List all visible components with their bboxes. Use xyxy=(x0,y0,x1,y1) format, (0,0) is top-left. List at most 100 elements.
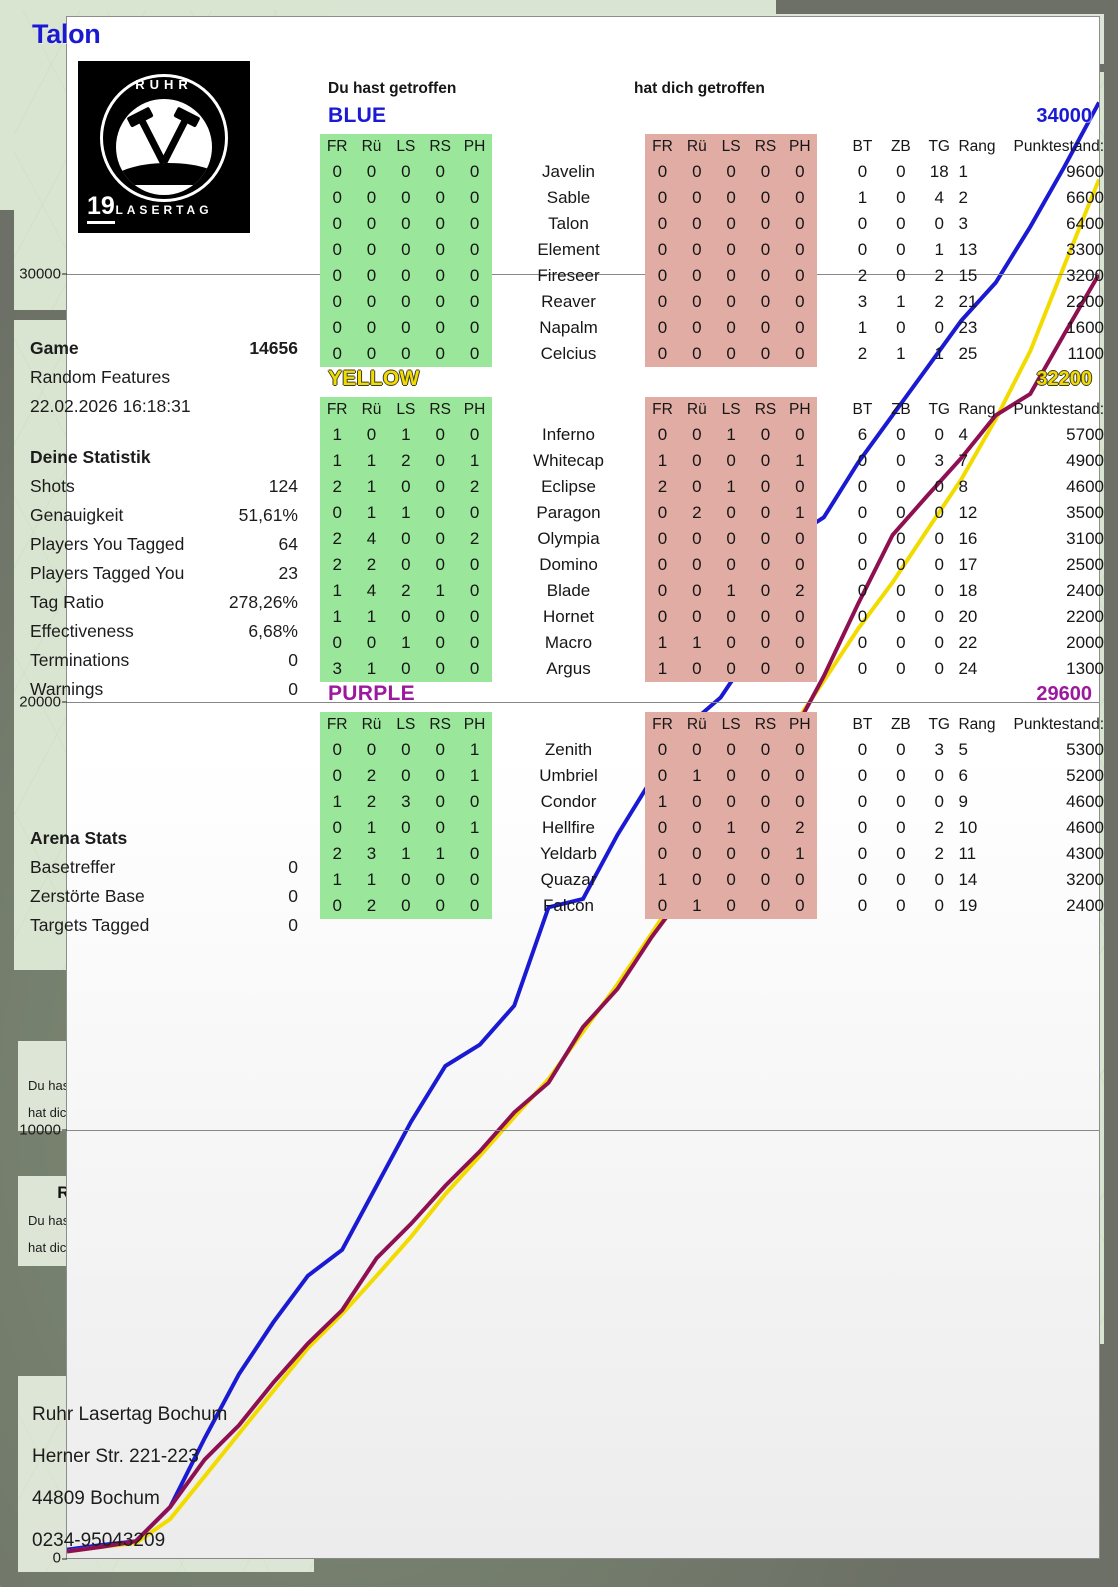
col-head-Rang: Rang xyxy=(958,400,996,418)
table-row[interactable]: 2 2 0 0 0 Domino 0 0 0 0 0 0 0 0 17 2500 xyxy=(320,552,1104,578)
cell-hit-you: 0 xyxy=(645,341,680,367)
cell-you-hit: 1 xyxy=(354,500,389,526)
cell-hit-you: 0 xyxy=(748,578,783,604)
cell-hit-you: 0 xyxy=(782,263,817,289)
cell-player-name: Olympia xyxy=(537,529,600,548)
cell-rg: 16 xyxy=(958,529,978,548)
cell-you-hit: 0 xyxy=(388,159,424,185)
cell-hit-you: 0 xyxy=(645,526,680,552)
table-row[interactable]: 0 0 0 0 1 Zenith 0 0 0 0 0 0 0 3 5 5300 xyxy=(320,737,1104,763)
cell-gap xyxy=(817,893,843,919)
cell-you-hit: 0 xyxy=(457,237,492,263)
cell-you-hit: 0 xyxy=(457,789,492,815)
cell-hit-you: 1 xyxy=(679,630,714,656)
chart-plot-area: 0 10000 20000 30000 xyxy=(19,16,1100,1567)
cell-you-hit: 0 xyxy=(388,763,424,789)
table-row[interactable]: 0 1 1 0 0 Paragon 0 2 0 0 1 0 0 0 12 3500 xyxy=(320,500,1104,526)
col-head-you-LS: LS xyxy=(388,712,424,737)
cell-rg: 24 xyxy=(958,659,978,678)
table-row[interactable]: 3 1 0 0 0 Argus 1 0 0 0 0 0 0 0 24 1300 xyxy=(320,656,1104,682)
cell-gap xyxy=(817,578,843,604)
cell-tg: 0 xyxy=(934,766,944,785)
col-head-TG: TG xyxy=(928,715,950,733)
cell-hit-you: 0 xyxy=(748,552,783,578)
col-head-you-FR: FR xyxy=(320,712,355,737)
cell-bt: 1 xyxy=(857,188,868,207)
table-row[interactable]: 0 0 0 0 0 Fireseer 0 0 0 0 0 2 0 2 15 3200 xyxy=(320,263,1104,289)
cell-gap xyxy=(817,159,843,185)
col-gap xyxy=(817,712,843,737)
cell-score: 2200 xyxy=(1066,607,1104,626)
cell-hit-you: 1 xyxy=(679,893,714,919)
scoreboard-panel: RUHR LASERTAG Der Pott lebt und strahlt … xyxy=(320,72,1104,1344)
cell-rg: 20 xyxy=(958,607,978,626)
cell-you-hit: 0 xyxy=(457,841,492,867)
cell-hit-you: 0 xyxy=(748,893,783,919)
arena-title-label: Arena Stats xyxy=(30,828,128,848)
col-head-them-PH: PH xyxy=(782,134,817,159)
cell-hit-you: 0 xyxy=(782,474,817,500)
table-row[interactable]: 0 0 0 0 0 Sable 0 0 0 0 0 1 0 4 2 6600 xyxy=(320,185,1104,211)
col-head-them-FR: FR xyxy=(645,712,680,737)
cell-bt: 0 xyxy=(857,529,868,548)
cell-you-hit: 0 xyxy=(388,474,424,500)
table-row[interactable]: 0 0 0 0 0 Celcius 0 0 0 0 0 2 1 1 25 1100 xyxy=(320,341,1104,367)
venue-address: Ruhr Lasertag Bochum Herner Str. 221-223 4… xyxy=(18,1376,314,1572)
cell-hit-you: 2 xyxy=(782,815,817,841)
cell-you-hit: 1 xyxy=(388,500,424,526)
table-row[interactable]: 0 1 0 0 1 Hellfire 0 0 1 0 2 0 0 2 10 4600 xyxy=(320,815,1104,841)
cell-zb: 0 xyxy=(896,503,906,522)
cell-zb: 0 xyxy=(896,818,906,837)
cell-hit-you: 0 xyxy=(713,789,749,815)
table-row[interactable]: 0 0 0 0 0 Talon 0 0 0 0 0 0 0 0 3 6400 xyxy=(320,211,1104,237)
table-row[interactable]: 0 0 0 0 0 Napalm 0 0 0 0 0 1 0 0 23 1600 xyxy=(320,315,1104,341)
cell-rg: 18 xyxy=(958,581,978,600)
cell-hit-you: 0 xyxy=(782,341,817,367)
table-row[interactable]: 1 1 0 0 0 Hornet 0 0 0 0 0 0 0 0 20 2200 xyxy=(320,604,1104,630)
stat-row: Shots 124 xyxy=(30,472,298,501)
table-row[interactable]: 0 0 0 0 0 Javelin 0 0 0 0 0 0 0 18 1 9600 xyxy=(320,159,1104,185)
cell-hit-you: 0 xyxy=(782,789,817,815)
col-head-score: Punktestand: xyxy=(1013,137,1104,155)
cell-rg: 17 xyxy=(958,555,978,574)
cell-you-hit: 0 xyxy=(423,815,458,841)
table-row[interactable]: 1 2 3 0 0 Condor 1 0 0 0 0 0 0 0 9 4600 xyxy=(320,789,1104,815)
cell-you-hit: 1 xyxy=(457,737,492,763)
cell-you-hit: 1 xyxy=(320,578,355,604)
cell-rg: 21 xyxy=(958,292,978,311)
stats-list: Shots 124 Genauigkeit 51,61% Players You Tag… xyxy=(30,472,298,704)
table-row[interactable]: 2 1 0 0 2 Eclipse 2 0 1 0 0 0 0 0 8 4600 xyxy=(320,474,1104,500)
cell-hit-you: 0 xyxy=(713,185,749,211)
cell-you-hit: 0 xyxy=(423,185,458,211)
cell-hit-you: 0 xyxy=(713,237,749,263)
cell-bt: 0 xyxy=(857,451,868,470)
table-row[interactable]: 0 2 0 0 0 Falcon 0 1 0 0 0 0 0 0 19 2400 xyxy=(320,893,1104,919)
cell-tg: 1 xyxy=(934,344,944,363)
cell-tg: 0 xyxy=(934,555,944,574)
cell-you-hit: 2 xyxy=(354,893,389,919)
table-row[interactable]: 1 0 1 0 0 Inferno 0 0 1 0 0 6 0 0 4 5700 xyxy=(320,422,1104,448)
chart-y-tick: 30000 xyxy=(19,265,67,283)
table-row[interactable]: 1 4 2 1 0 Blade 0 0 1 0 2 0 0 0 18 2400 xyxy=(320,578,1104,604)
table-row[interactable]: 0 0 0 0 0 Reaver 0 0 0 0 0 3 1 2 21 2200 xyxy=(320,289,1104,315)
cell-bt: 0 xyxy=(857,740,868,759)
cell-player-name: Reaver xyxy=(541,292,596,311)
table-row[interactable]: 0 2 0 0 1 Umbriel 0 1 0 0 0 0 0 0 6 5200 xyxy=(320,763,1104,789)
table-row[interactable]: 2 4 0 0 2 Olympia 0 0 0 0 0 0 0 0 16 3100 xyxy=(320,526,1104,552)
cell-you-hit: 0 xyxy=(320,737,355,763)
table-row[interactable]: 2 3 1 1 0 Yeldarb 0 0 0 0 1 0 0 2 11 4300 xyxy=(320,841,1104,867)
table-row[interactable]: 1 1 2 0 1 Whitecap 1 0 0 0 1 0 0 3 7 4900 xyxy=(320,448,1104,474)
cell-hit-you: 1 xyxy=(713,422,749,448)
stat-label: Players You Tagged xyxy=(30,534,185,554)
table-header-row: FR Rü LS RS PH FR Rü LS RS PH BT ZB TG Rang Punktestan… xyxy=(320,134,1104,159)
cell-hit-you: 0 xyxy=(782,237,817,263)
game-datetime: 22.02.2026 16:18:31 xyxy=(30,396,191,416)
table-row[interactable]: 1 1 0 0 0 Quazar 1 0 0 0 0 0 0 0 14 3200 xyxy=(320,867,1104,893)
cell-zb: 0 xyxy=(896,792,906,811)
cell-hit-you: 0 xyxy=(713,630,749,656)
cell-hit-you: 0 xyxy=(748,341,783,367)
cell-gap xyxy=(817,815,843,841)
table-row[interactable]: 0 0 0 0 0 Element 0 0 0 0 0 0 0 1 13 3300 xyxy=(320,237,1104,263)
cell-bt: 0 xyxy=(857,766,868,785)
table-row[interactable]: 0 0 1 0 0 Macro 1 1 0 0 0 0 0 0 22 2000 xyxy=(320,630,1104,656)
